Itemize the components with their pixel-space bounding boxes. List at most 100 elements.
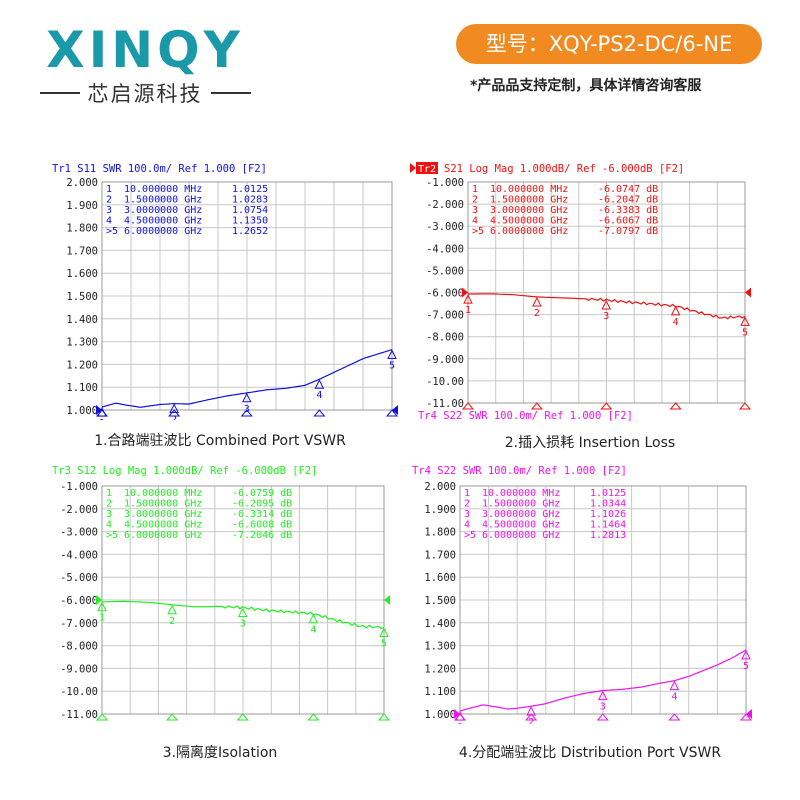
marker-table-freq: 3.0000000 GHz [482,509,560,520]
s22-vswr-chart: Tr4 S22 SWR 100.0m/ Ref 1.000 [F2] 2.000 1… [412,465,753,724]
y-tick-label: -6.000 [426,288,464,300]
axis-marker-triangle [739,713,753,721]
marker-table-freq: 10.000000 MHz [124,184,202,195]
marker-table-index: 1 [472,184,478,195]
y-tick-label: -6.000 [60,595,98,607]
marker-table-value: -6.0747 dB [598,184,658,195]
axis-marker-triangle [600,402,613,410]
axis-marker-triangle [95,713,109,721]
axis-marker-triangle [95,409,109,417]
marker-table-index: >5 [472,226,484,237]
y-tick-label: 1.500 [66,291,98,303]
marker-table-index: 3 [106,509,112,520]
y-tick-label: -10.00 [426,376,464,388]
marker-table-freq: 1.5000000 GHz [124,499,202,510]
marker-table-value: 1.1350 [232,216,268,227]
marker-table-index: 2 [472,195,478,206]
marker-triangle [601,299,612,310]
y-tick-label: -8.000 [60,641,98,653]
marker-table-value: 1.1026 [590,509,626,520]
marker-table-value: -6.2095 dB [232,499,292,510]
marker-number: 3 [600,702,606,713]
marker-number: 5 [743,661,749,672]
marker-table-freq: 6.0000000 GHz [124,226,202,237]
marker-table: 1 10.000000 MHz -6.0747 dB 2 1.5000000 GHz -6… [472,184,658,237]
marker-number: 5 [742,327,748,338]
ref-arrow-right-icon [384,595,390,605]
y-tick-label: -2.000 [426,199,464,211]
axis-marker-triangle [313,409,326,417]
axis-marker-triangle [385,409,399,417]
trace-line [102,600,385,630]
trace-box [416,162,438,174]
y-tick-label: 1.000 [424,709,456,721]
axis-marker-triangle [377,713,391,721]
ref-arrow-left-icon [454,709,460,719]
y-tick-label: -4.000 [426,243,464,255]
y-tick-label: 1.000 [66,405,98,417]
y-tick-label: -1.000 [60,481,98,493]
marker-table-index: >5 [464,530,476,541]
y-tick-label: -4.000 [60,549,98,561]
trace-line [459,649,747,712]
y-tick-label: 1.800 [66,223,98,235]
marker-number: 4 [671,692,677,703]
marker-triangle [387,349,397,360]
axis-marker-triangle [236,713,249,721]
marker-table-freq: 4.5000000 GHz [124,216,202,227]
y-tick-label: 1.600 [424,572,456,584]
logo-tagline-row: 芯启源科技 [20,78,270,108]
marker-table-index: 1 [464,488,470,499]
trace-line [468,293,746,320]
y-tick-label: 2.000 [66,177,98,189]
marker-triangle [463,294,473,304]
marker-table-index: 3 [464,509,470,520]
marker-table-index: 4 [472,216,478,227]
marker-table-value: 1.0283 [232,195,268,206]
marker-triangle [379,627,389,637]
caption-distribution-port-vswr: 4.分配端驻波比 Distribution Port VSWR [458,745,722,761]
y-tick-label: 1.700 [66,245,98,257]
marker-table-value: 1.0125 [232,184,268,195]
marker-table-freq: 6.0000000 GHz [482,530,560,541]
marker-table-freq: 6.0000000 GHz [124,530,202,541]
s11-vswr-chart: Tr1 S11 SWR 100.0m/ Ref 1.000 [F2] 2.000 1… [52,163,399,420]
marker-table-value: -6.3383 dB [598,205,658,216]
marker-table-freq: 4.5000000 GHz [490,216,568,227]
y-tick-label: 1.200 [66,359,98,371]
axis-marker-triangle [668,713,681,721]
marker-triangle [670,305,681,316]
marker-table-value: 1.1464 [590,520,626,531]
marker-table-value: 1.2652 [232,226,268,237]
marker-number: 3 [240,619,246,630]
marker-number: 4 [310,625,316,636]
marker-number: 5 [389,361,395,372]
caption-isolation: 3.隔离度Isolation [162,745,278,761]
marker-triangle [237,607,248,618]
y-tick-label: -5.000 [60,572,98,584]
y-tick-label: 1.800 [424,527,456,539]
y-tick-label: 1.200 [424,663,456,675]
marker-table-index: >5 [106,226,118,237]
marker-table-value: -6.3314 dB [232,509,292,520]
logo-wordmark: XINQY [46,21,244,79]
marker-number: 4 [673,317,679,328]
ref-arrow-left-icon [462,287,468,298]
marker-number: 1 [465,305,471,316]
y-tick-label: 1.700 [424,549,456,561]
marker-table-freq: 3.0000000 GHz [124,509,202,520]
marker-table: 1 10.000000 MHz 1.0125 2 1.5000000 GHz 1.0344… [464,488,626,541]
marker-number: 2 [171,415,177,420]
marker-triangle [167,604,177,615]
marker-table-freq: 3.0000000 GHz [124,205,202,216]
marker-number: 1 [99,418,105,420]
marker-triangle [597,690,608,701]
y-tick-label: -8.000 [426,332,464,344]
brand-logo: XINQY 芯启源科技 [20,24,270,108]
marker-table-freq: 10.000000 MHz [124,488,202,499]
y-tick-label: -10.00 [60,686,98,698]
marker-triangle [532,296,542,307]
marker-triangle [741,649,751,660]
marker-table-index: 1 [106,184,112,195]
y-tick-label: -3.000 [60,527,98,539]
